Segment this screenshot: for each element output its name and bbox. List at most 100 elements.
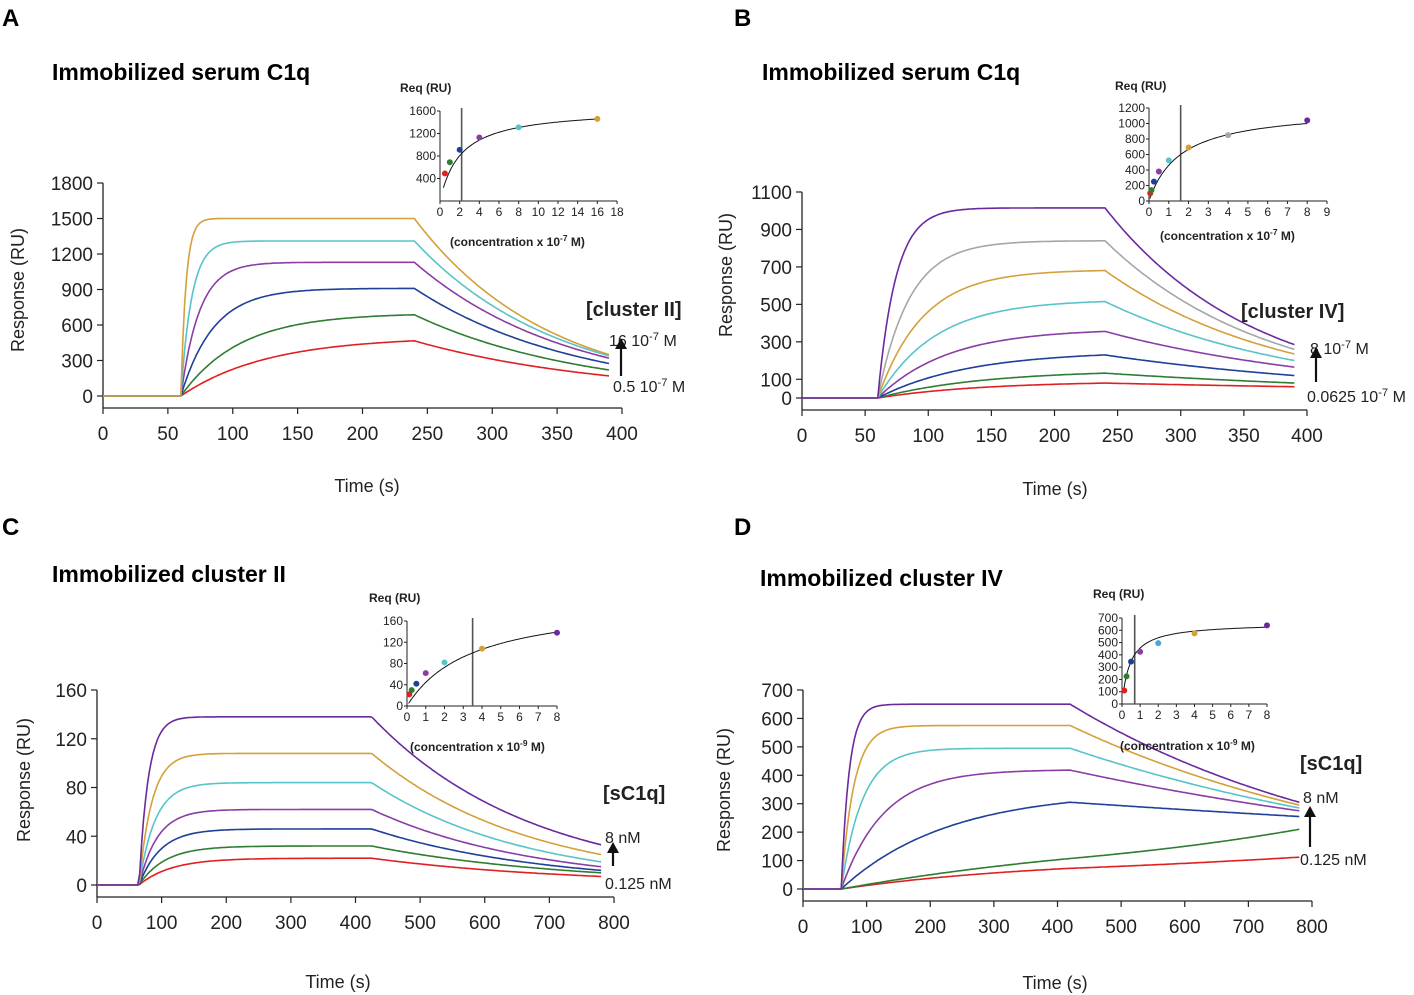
- x-tick-label: 150: [282, 424, 314, 445]
- inset-x-tick-label: 2: [441, 710, 448, 724]
- inset-x-tick-label: 1: [422, 710, 429, 724]
- inset-x-tick-label: 6: [516, 710, 523, 724]
- analyte-label: [sC1q]: [1300, 753, 1362, 775]
- inset-x-tick-label: 0: [1119, 708, 1126, 722]
- inset-x-label: (concentration x 10-7 M): [450, 233, 585, 249]
- inset-point-1: [1123, 673, 1130, 680]
- y-tick-label: 0: [781, 389, 792, 410]
- inset-y-tick-label: 400: [1098, 648, 1118, 662]
- inset-point-4: [441, 659, 448, 666]
- series-line-2: [802, 269, 1295, 399]
- y-tick-label: 1800: [51, 174, 93, 195]
- x-axis-label: Time (s): [1022, 973, 1087, 993]
- inset-x-tick-label: 4: [479, 710, 486, 724]
- series-line-0.5: [103, 339, 610, 397]
- inset-point-5: [1191, 630, 1198, 637]
- series-line-0.125: [803, 856, 1300, 890]
- inset-x-tick-label: 8: [1264, 708, 1271, 722]
- inset-x-tick-label: 7: [1246, 708, 1253, 722]
- x-tick-label: 300: [978, 917, 1010, 938]
- inset-point-4: [515, 124, 522, 131]
- x-tick-label: 0: [92, 913, 103, 934]
- inset-y-tick-label: 1600: [409, 104, 436, 118]
- y-tick-label: 500: [760, 295, 792, 316]
- x-axis-label: Time (s): [305, 972, 370, 992]
- inset-x-tick-label: 2: [1185, 205, 1192, 219]
- y-axis-label: Response (RU): [8, 228, 28, 352]
- inset-y-tick-label: 600: [1098, 623, 1118, 637]
- inset-x-tick-label: 0: [404, 710, 411, 724]
- inset-point-3: [422, 670, 429, 677]
- x-tick-label: 200: [210, 913, 242, 934]
- series-line-8: [802, 207, 1295, 399]
- inset-point-5: [479, 645, 485, 652]
- x-tick-label: 400: [606, 424, 638, 445]
- inset-y-tick-label: 100: [1098, 685, 1118, 699]
- inset-y-tick-label: 160: [383, 614, 403, 628]
- inset-title: Req (RU): [369, 591, 420, 605]
- inset-x-tick-label: 8: [515, 205, 522, 219]
- x-tick-label: 100: [851, 917, 883, 938]
- inset-point-4: [1155, 640, 1162, 647]
- inset-y-tick-label: 400: [416, 172, 436, 186]
- y-tick-label: 900: [760, 220, 792, 241]
- inset-x-tick-label: 8: [1304, 205, 1311, 219]
- y-tick-label: 400: [761, 766, 793, 787]
- x-tick-label: 250: [412, 424, 444, 445]
- series-line-2: [97, 781, 602, 886]
- inset-x-tick-label: 4: [1225, 205, 1232, 219]
- series-line-4: [802, 240, 1295, 399]
- inset-point-6: [1225, 132, 1232, 139]
- inset-y-tick-label: 200: [1098, 672, 1118, 686]
- arrow-head-icon: [615, 338, 627, 349]
- inset-point-3: [1137, 648, 1144, 655]
- panel-title: Immobilized cluster IV: [760, 565, 1003, 591]
- arrow-head-icon: [1310, 347, 1322, 358]
- inset-point-5: [1185, 144, 1192, 151]
- inset-point-3: [476, 134, 483, 141]
- series-line-1: [103, 313, 610, 397]
- inset-y-tick-label: 500: [1098, 636, 1118, 650]
- inset-y-tick-label: 300: [1098, 660, 1118, 674]
- conc-high-label: 8 nM: [1303, 790, 1339, 807]
- inset-y-tick-label: 80: [390, 657, 404, 671]
- panel-title: Immobilized serum C1q: [52, 59, 310, 85]
- analyte-label: [cluster II]: [586, 299, 682, 321]
- y-tick-label: 600: [761, 709, 793, 730]
- inset-x-tick-label: 7: [1284, 205, 1291, 219]
- x-tick-label: 800: [598, 913, 630, 934]
- y-tick-label: 160: [55, 681, 87, 702]
- panel-title: Immobilized cluster II: [52, 561, 286, 587]
- y-axis-label: Response (RU): [716, 213, 736, 337]
- y-axis-label: Response (RU): [714, 728, 734, 852]
- y-tick-label: 100: [761, 852, 793, 873]
- y-tick-label: 600: [61, 316, 93, 337]
- y-axis-label: Response (RU): [14, 718, 34, 842]
- inset-x-tick-label: 5: [1209, 708, 1216, 722]
- arrow-head-icon: [607, 842, 619, 853]
- inset-point-2: [456, 146, 463, 153]
- inset-x-tick-label: 3: [1205, 205, 1212, 219]
- series-line-1: [803, 769, 1300, 890]
- arrow-head-icon: [1304, 806, 1316, 817]
- panel-letter: C: [2, 514, 19, 541]
- y-tick-label: 40: [66, 827, 87, 848]
- x-tick-label: 300: [476, 424, 508, 445]
- inset-y-tick-label: 1000: [1118, 117, 1145, 131]
- inset-y-tick-label: 600: [1125, 148, 1145, 162]
- series-line-0.5: [803, 801, 1300, 890]
- x-tick-label: 600: [469, 913, 501, 934]
- inset-point-0: [441, 170, 448, 177]
- y-tick-label: 1500: [51, 210, 93, 231]
- y-tick-label: 80: [66, 779, 87, 800]
- inset-title: Req (RU): [400, 81, 451, 95]
- inset-plot: 400 800 1200 1600 0 2 4 6 8 10 12 14 16 18 Req (RU) (co…: [400, 81, 624, 249]
- x-tick-label: 200: [914, 917, 946, 938]
- conc-low-label: 0.0625 10-7 M: [1307, 387, 1406, 406]
- series-line-2: [803, 747, 1300, 890]
- inset-x-tick-label: 12: [551, 205, 565, 219]
- series-line-0.5: [802, 330, 1295, 399]
